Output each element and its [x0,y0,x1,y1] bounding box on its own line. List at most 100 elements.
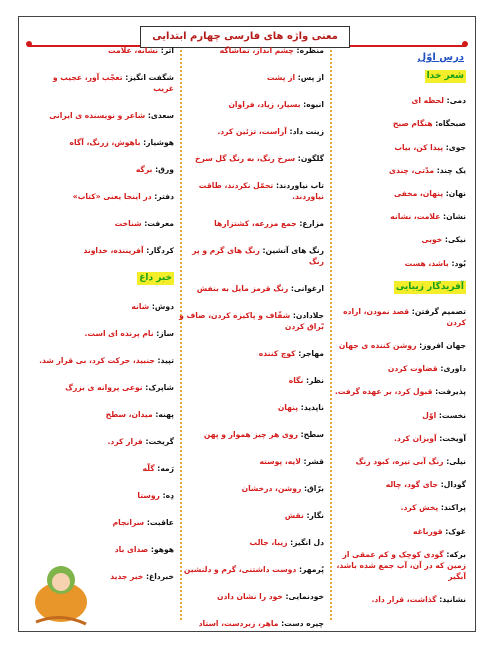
entry: دفتر: در اینجا یعنی «کتاب» [34,191,174,202]
entry: سعدی: شاعر و نویسنده ی ایرانی [34,110,174,121]
meaning: نوعی پروانه ی بزرگ [65,383,143,392]
meaning: پخش کرد. [400,503,439,513]
term: ساز: [156,329,174,338]
term: دوش: [151,302,174,311]
entry: گریخت: فرار کرد. [34,436,174,447]
meaning: گذاشت، قرار داد. [371,594,437,604]
entry: گلگون: سرخ رنگ، به رنگ گل سرخ [178,153,324,164]
meaning: نام پرنده ای است. [84,329,154,338]
meaning: ماهر، زبردست، استاد [198,619,279,628]
term: گودال: [440,480,466,490]
meaning: گودی کوچک و کم عمقی از زمین که در آن، آب… [336,549,466,581]
meaning: پنهان [277,403,299,412]
entry: پراکند: پخش کرد. [321,502,466,513]
meaning: نقش [284,511,304,520]
entry: نگار: نقش [178,510,324,521]
entry: خبر داغ [34,272,174,285]
entry: معرفت: شناخت [34,218,174,229]
entry: شاپرک: نوعی پروانه ی بزرگ [34,382,174,393]
term: داوری: [440,364,466,374]
meaning: دوست داشتنی، گرم و دلنشین [183,565,297,574]
entry: دمی: لحظه ای [321,95,466,106]
entry: تصمیم گرفتن: قصد نمودن، اراده کردن [321,306,466,328]
illustration [35,566,87,626]
term: نشانید: [439,594,466,604]
entry: انبوه: بسیار، زیاد، فراوان [178,99,324,110]
entry: منظره: چشم انداز، تماشاگه [178,45,324,56]
entry: تاب نیاوردند: تحمّل نکردند، طاقت نیاوردن… [178,180,324,202]
entry: نخست: اوّل [321,410,466,421]
term: گریخت: [145,437,174,446]
entry: برکه: گودی کوچک و کم عمقی از زمین که در … [321,549,466,582]
term: از پس: [297,73,324,82]
term: برّاق: [303,484,324,493]
term: شگفت انگیز: [125,73,174,82]
meaning: بسیار، زیاد، فراوان [228,100,301,109]
leaf [35,582,87,622]
entry: نهان: پنهان، مخفی [321,188,466,199]
term: مهاجر: [298,349,324,358]
entry: سطح: روی هر چیز هموار و پهن [178,429,324,440]
meaning: شناخت [114,219,142,228]
entry: دل انگیز: زیبا، جالب [178,537,324,548]
term: انبوه: [303,100,324,109]
term: تصمیم گرفتن: [411,306,466,316]
term: جلادادن: [292,311,324,320]
entry: جلادادن: شفّاف و پاکیزه کردن، صاف و بّرا… [178,310,324,332]
term: زینت داد: [289,127,324,136]
meaning: شاعر و نویسنده ی ایرانی [49,111,146,120]
meaning: سرانجام [112,518,145,527]
column: اثر: نشانه، علامت شگفت انگیز: تعجّب آور، … [34,45,174,598]
term: نیکی: [444,235,466,245]
entry: تپید: جنبید، حرکت کرد، بی قرار شد. [34,355,174,366]
entry: نیکی: خوبی [321,234,466,245]
rule-dot [26,41,32,47]
term: جوی: [445,142,466,152]
entry: رَمه: گلّه [34,463,175,474]
term: دمی: [446,96,466,106]
term: صبحگاه: [435,119,466,129]
term: سطح: [300,430,324,439]
entry: جهان افروز: روشن کننده ی جهان [321,340,466,351]
term: کردگار: [146,246,174,255]
meaning: میدان، سطح [105,410,153,419]
meaning: آراست، تزئین کرد. [217,127,287,136]
term: نظر: [305,376,324,385]
term: پراکند: [440,503,466,513]
meaning: گلّه [142,464,155,473]
entry: نظر: نگاه [178,375,324,386]
entry: عاقبت: سرانجام [34,517,174,528]
entry: پُرمهر: دوست داشتنی، گرم و دلنشین [178,564,324,575]
meaning: نگاه [288,376,304,385]
term: نشان: [443,212,466,222]
entry: خبرداغ: خبر جدید [34,571,174,582]
entry: خودنمایی: خود را نشان دادن [178,591,324,602]
meaning: رنگ قرمز مایل به بنفش [196,284,289,293]
meaning: پنهان، مخفی [393,188,444,198]
term: قشر: [303,457,324,466]
term: پذیرفت: [435,387,466,397]
meaning: شفّاف و پاکیزه کردن، صاف و بّراق کردن [179,311,324,331]
term: دفتر: [154,192,174,201]
meaning: فرار کرد. [107,437,143,446]
meaning: در اینجا یعنی «کتاب» [72,192,152,201]
term: تپید: [157,356,174,365]
meaning: آفریننده، خداوند [83,246,144,255]
meaning: جنبید، حرکت کرد، بی قرار شد. [39,356,155,365]
meaning: لحظه ای [411,96,445,106]
term: هوشیار: [143,138,174,147]
meaning: مدّتی، چندی [388,165,435,175]
term: بُود: [451,258,466,268]
entry: دِه: روستا [34,490,174,501]
term: گلگون: [297,154,324,163]
meaning: علامت، نشانه [390,212,441,222]
lesson-heading: درس اوّل [417,52,465,63]
rule-dot [462,41,468,47]
term: منظره: [296,46,324,55]
section-heading: آفریدگار زیبایی [393,280,466,294]
entry: ارغوانی: رنگ قرمز مایل به بنفش [178,283,324,294]
term: پُرمهر: [298,565,324,574]
entry: اثر: نشانه، علامت [34,45,174,56]
entry: نشانید: گذاشت، قرار داد. [321,594,466,605]
term: عاقبت: [146,518,174,527]
